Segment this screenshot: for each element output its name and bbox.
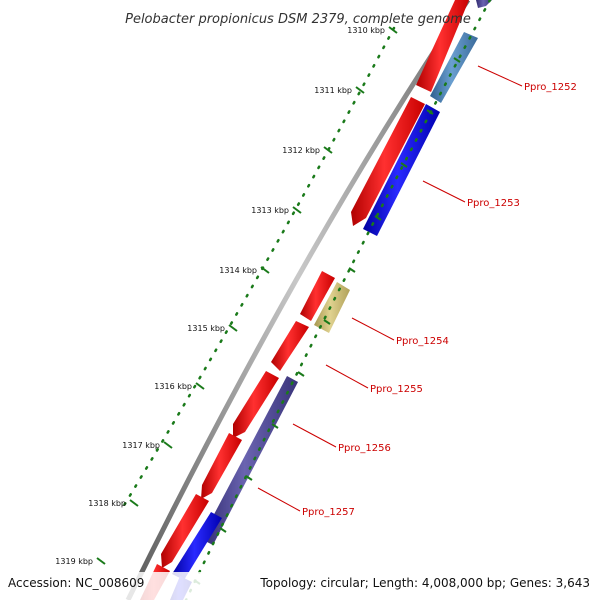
forward-gene-arrow[interactable] xyxy=(161,494,209,568)
inner-tick-mark xyxy=(426,109,434,115)
ruler-tick-mark xyxy=(163,441,173,449)
gene-label[interactable]: Ppro_1254 xyxy=(396,336,449,347)
forward-gene-arrow[interactable] xyxy=(351,97,425,226)
leader-line-ppro-1257 xyxy=(257,487,301,512)
ruler-tick-mark xyxy=(96,557,106,565)
ruler-dotted-line xyxy=(118,26,396,514)
ruler-tick-mark xyxy=(129,499,139,507)
genome-summary: Topology: circular; Length: 4,008,000 bp… xyxy=(259,576,590,590)
ruler-tick-mark xyxy=(388,26,398,34)
leader-line-ppro-1254 xyxy=(351,317,395,341)
ruler-tick-label: 1319 kbp xyxy=(55,557,93,566)
ruler-tick-label: 1318 kbp xyxy=(88,499,126,508)
forward-gene-arrow[interactable] xyxy=(233,371,279,438)
ruler-tick-labels: 1310 kbp 1311 kbp 1312 kbp 1313 kbp 1314 kbp… xyxy=(55,26,385,566)
ruler-tick-mark xyxy=(228,324,238,332)
ruler-tick-label: 1315 kbp xyxy=(187,324,225,333)
inner-tick-mark xyxy=(297,371,305,377)
reverse-gene-arrow[interactable] xyxy=(314,282,350,333)
reverse-gene-arrow[interactable] xyxy=(201,376,298,545)
forward-gene-arrow[interactable] xyxy=(271,321,309,371)
genome-backbone xyxy=(125,0,471,600)
inner-tick-mark xyxy=(453,57,461,63)
ruler-dotted-line-inner xyxy=(184,0,492,600)
gene-label[interactable]: Ppro_1257 xyxy=(302,507,355,518)
ruler-tick-label: 1311 kbp xyxy=(314,86,352,95)
ruler-tick-marks xyxy=(96,26,398,565)
inner-tick-mark xyxy=(400,162,408,168)
ruler-tick-label: 1317 kbp xyxy=(122,441,160,450)
leader-line-ppro-1253 xyxy=(422,180,466,203)
forward-gene-arrow[interactable] xyxy=(201,433,242,499)
ruler-tick-mark xyxy=(195,382,205,390)
gene-label[interactable]: Ppro_1256 xyxy=(338,443,391,454)
gene-label[interactable]: Ppro_1253 xyxy=(467,198,520,209)
gene-leader-lines xyxy=(257,65,523,512)
accession-label: Accession: NC_008609 xyxy=(8,576,144,590)
reverse-gene-arrow[interactable] xyxy=(363,104,440,236)
reverse-strand-genes xyxy=(170,0,492,600)
inner-tick-mark xyxy=(245,475,253,481)
reverse-gene-arrow[interactable] xyxy=(476,0,492,8)
inner-tick-mark xyxy=(374,215,382,221)
inner-tick-mark xyxy=(271,423,279,429)
forward-gene-arrow[interactable] xyxy=(416,0,469,92)
leader-line-ppro-1252 xyxy=(477,65,523,87)
forward-gene-arrow[interactable] xyxy=(300,271,335,321)
inner-tick-mark xyxy=(348,267,356,273)
ruler-tick-label: 1310 kbp xyxy=(347,26,385,35)
gene-label[interactable]: Ppro_1255 xyxy=(370,384,423,395)
ruler-tick-label: 1316 kbp xyxy=(154,382,192,391)
gene-labels: Ppro_1252 Ppro_1253 Ppro_1254 Ppro_1255 … xyxy=(302,82,577,518)
ruler-tick-mark xyxy=(323,146,333,154)
gene-label[interactable]: Ppro_1252 xyxy=(524,82,577,93)
ruler-tick-label: 1314 kbp xyxy=(219,266,257,275)
reverse-gene-arrow[interactable] xyxy=(172,512,222,580)
leader-line-ppro-1256 xyxy=(292,423,337,448)
inner-tick-mark xyxy=(323,319,331,325)
inner-tick-mark xyxy=(219,527,227,533)
ruler-tick-mark xyxy=(355,86,365,94)
ruler-tick-label: 1313 kbp xyxy=(251,206,289,215)
ruler-tick-label: 1312 kbp xyxy=(282,146,320,155)
ruler-tick-mark xyxy=(260,266,270,274)
leader-line-ppro-1255 xyxy=(325,364,369,389)
footer-background xyxy=(0,572,600,600)
map-title: Pelobacter propionicus DSM 2379, complet… xyxy=(125,12,471,27)
reverse-gene-arrow[interactable] xyxy=(430,32,478,103)
ruler-tick-mark xyxy=(292,206,302,214)
